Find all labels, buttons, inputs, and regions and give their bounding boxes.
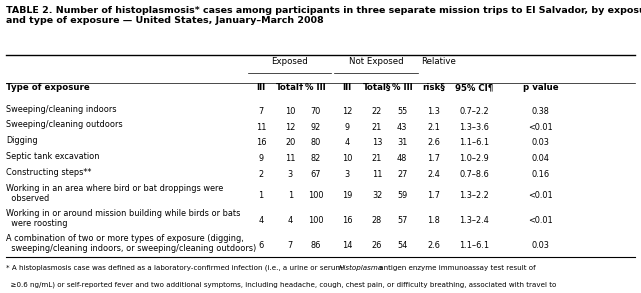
Text: 3: 3 — [344, 170, 349, 179]
Text: 2.6: 2.6 — [427, 241, 440, 250]
Text: Constructing steps**: Constructing steps** — [6, 168, 92, 177]
Text: Histoplasma: Histoplasma — [338, 265, 383, 271]
Text: 20: 20 — [285, 138, 296, 147]
Text: Exposed: Exposed — [271, 57, 308, 66]
Text: 0.03: 0.03 — [531, 241, 549, 250]
Text: 4: 4 — [344, 138, 349, 147]
Text: 80: 80 — [310, 138, 320, 147]
Text: 22: 22 — [372, 107, 382, 116]
Text: antigen enzyme immunoassay test result of: antigen enzyme immunoassay test result o… — [377, 265, 535, 270]
Text: Sweeping/cleaning indoors: Sweeping/cleaning indoors — [6, 105, 117, 114]
Text: 48: 48 — [397, 154, 407, 163]
Text: 2: 2 — [258, 170, 263, 179]
Text: 16: 16 — [256, 138, 266, 147]
Text: 4: 4 — [288, 216, 293, 225]
Text: 100: 100 — [308, 216, 323, 225]
Text: 1.1–6.1: 1.1–6.1 — [460, 138, 490, 147]
Text: Not Exposed: Not Exposed — [349, 57, 403, 66]
Text: % Ill: % Ill — [305, 83, 326, 92]
Text: Ill: Ill — [342, 83, 351, 92]
Text: 7: 7 — [258, 107, 263, 116]
Text: 12: 12 — [285, 122, 296, 132]
Text: 1: 1 — [258, 190, 263, 200]
Text: 7: 7 — [288, 241, 293, 250]
Text: <0.01: <0.01 — [528, 190, 553, 200]
Text: 21: 21 — [372, 122, 382, 132]
Text: p value: p value — [522, 83, 558, 92]
Text: 27: 27 — [397, 170, 407, 179]
Text: 1.7: 1.7 — [427, 154, 440, 163]
Text: 9: 9 — [344, 122, 349, 132]
Text: 82: 82 — [310, 154, 320, 163]
Text: 86: 86 — [310, 241, 320, 250]
Text: 57: 57 — [397, 216, 407, 225]
Text: ≥0.6 ng/mL) or self-reported fever and two additional symptoms, including headac: ≥0.6 ng/mL) or self-reported fever and t… — [6, 281, 557, 288]
Text: 0.7–2.2: 0.7–2.2 — [460, 107, 489, 116]
Text: 26: 26 — [372, 241, 382, 250]
Text: Total†: Total† — [276, 83, 304, 92]
Text: 0.38: 0.38 — [531, 107, 549, 116]
Text: 14: 14 — [342, 241, 352, 250]
Text: 67: 67 — [310, 170, 320, 179]
Text: <0.01: <0.01 — [528, 216, 553, 225]
Text: 2.6: 2.6 — [427, 138, 440, 147]
Text: Working in an area where bird or bat droppings were
  observed: Working in an area where bird or bat dro… — [6, 183, 224, 203]
Text: 1.0–2.9: 1.0–2.9 — [460, 154, 489, 163]
Text: 31: 31 — [397, 138, 407, 147]
Text: 0.03: 0.03 — [531, 138, 549, 147]
Text: 1: 1 — [288, 190, 293, 200]
Text: 10: 10 — [342, 154, 352, 163]
Text: % Ill: % Ill — [392, 83, 412, 92]
Text: Sweeping/cleaning outdoors: Sweeping/cleaning outdoors — [6, 120, 123, 130]
Text: 0.04: 0.04 — [531, 154, 549, 163]
Text: * A histoplasmosis case was defined as a laboratory-confirmed infection (i.e., a: * A histoplasmosis case was defined as a… — [6, 265, 345, 271]
Text: 11: 11 — [285, 154, 296, 163]
Text: 21: 21 — [372, 154, 382, 163]
Text: 1.3: 1.3 — [427, 107, 440, 116]
Text: Septic tank excavation: Septic tank excavation — [6, 152, 100, 161]
Text: 2.1: 2.1 — [427, 122, 440, 132]
Text: 100: 100 — [308, 190, 323, 200]
Text: risk§: risk§ — [422, 83, 445, 92]
Text: 43: 43 — [397, 122, 407, 132]
Text: 3: 3 — [288, 170, 293, 179]
Text: 1.3–2.2: 1.3–2.2 — [460, 190, 489, 200]
Text: 19: 19 — [342, 190, 352, 200]
Text: Working in or around mission building while birds or bats
  were roosting: Working in or around mission building wh… — [6, 209, 241, 228]
Text: 11: 11 — [256, 122, 266, 132]
Text: A combination of two or more types of exposure (digging,
  sweeping/cleaning ind: A combination of two or more types of ex… — [6, 234, 256, 253]
Text: 13: 13 — [372, 138, 382, 147]
Text: 55: 55 — [397, 107, 407, 116]
Text: Ill: Ill — [256, 83, 265, 92]
Text: <0.01: <0.01 — [528, 122, 553, 132]
Text: 9: 9 — [258, 154, 263, 163]
Text: 6: 6 — [258, 241, 263, 250]
Text: 12: 12 — [342, 107, 352, 116]
Text: 4: 4 — [258, 216, 263, 225]
Text: 10: 10 — [285, 107, 296, 116]
Text: 70: 70 — [310, 107, 320, 116]
Text: 1.1–6.1: 1.1–6.1 — [460, 241, 490, 250]
Text: 1.8: 1.8 — [427, 216, 440, 225]
Text: Relative: Relative — [421, 57, 456, 66]
Text: 16: 16 — [342, 216, 352, 225]
Text: 0.7–8.6: 0.7–8.6 — [460, 170, 489, 179]
Text: Type of exposure: Type of exposure — [6, 83, 90, 92]
Text: 0.16: 0.16 — [531, 170, 549, 179]
Text: 1.3–3.6: 1.3–3.6 — [460, 122, 489, 132]
Text: 95% CI¶: 95% CI¶ — [455, 83, 494, 92]
Text: 32: 32 — [372, 190, 382, 200]
Text: 92: 92 — [310, 122, 320, 132]
Text: Total§: Total§ — [363, 83, 391, 92]
Text: 59: 59 — [397, 190, 407, 200]
Text: 1.7: 1.7 — [427, 190, 440, 200]
Text: 11: 11 — [372, 170, 382, 179]
Text: 2.4: 2.4 — [427, 170, 440, 179]
Text: TABLE 2. Number of histoplasmosis* cases among participants in three separate mi: TABLE 2. Number of histoplasmosis* cases… — [6, 6, 641, 25]
Text: 1.3–2.4: 1.3–2.4 — [460, 216, 489, 225]
Text: 28: 28 — [372, 216, 382, 225]
Text: Digging: Digging — [6, 136, 38, 145]
Text: 54: 54 — [397, 241, 407, 250]
